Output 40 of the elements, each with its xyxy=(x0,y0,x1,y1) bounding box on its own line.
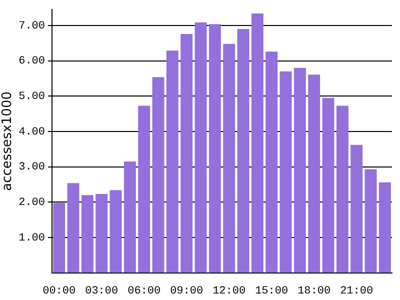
bar xyxy=(96,194,108,273)
bar xyxy=(308,74,320,273)
y-tick-label: 4.00 xyxy=(18,126,46,138)
bar xyxy=(166,50,178,273)
x-tick-label: 21:00 xyxy=(340,285,374,298)
bar xyxy=(322,98,334,273)
y-tick-label: 7.00 xyxy=(18,20,46,32)
bar xyxy=(138,106,150,273)
x-tick-label: 03:00 xyxy=(85,285,118,298)
x-tick-label: 00:00 xyxy=(42,285,76,298)
bar xyxy=(208,24,221,273)
x-tick-label: 15:00 xyxy=(255,285,288,298)
bar xyxy=(180,34,193,273)
bar xyxy=(53,202,66,273)
bar xyxy=(152,77,164,273)
y-tick-label: 5.00 xyxy=(18,91,46,104)
bar xyxy=(237,29,250,273)
bar xyxy=(280,71,292,273)
bar xyxy=(124,162,136,273)
x-tick-label: 12:00 xyxy=(212,285,246,298)
x-tick-label: 18:00 xyxy=(298,285,331,298)
bar xyxy=(350,144,363,273)
bar xyxy=(194,22,207,273)
x-tick-label: 09:00 xyxy=(170,285,204,298)
y-tick-label: 1.00 xyxy=(18,232,46,244)
bar xyxy=(294,68,306,273)
x-tick-label: 06:00 xyxy=(128,285,161,298)
bar xyxy=(266,52,278,273)
bar xyxy=(81,195,94,273)
bar xyxy=(223,44,236,273)
bar xyxy=(67,183,80,273)
y-tick-label: 2.00 xyxy=(18,197,46,210)
bar xyxy=(110,190,122,273)
y-tick-label: 3.00 xyxy=(18,162,46,174)
bar xyxy=(378,182,391,273)
bar xyxy=(364,169,377,273)
bar xyxy=(336,106,348,273)
bar xyxy=(251,13,264,273)
y-axis-title: accessesx1000 xyxy=(0,92,16,191)
y-tick-label: 6.00 xyxy=(18,56,46,68)
